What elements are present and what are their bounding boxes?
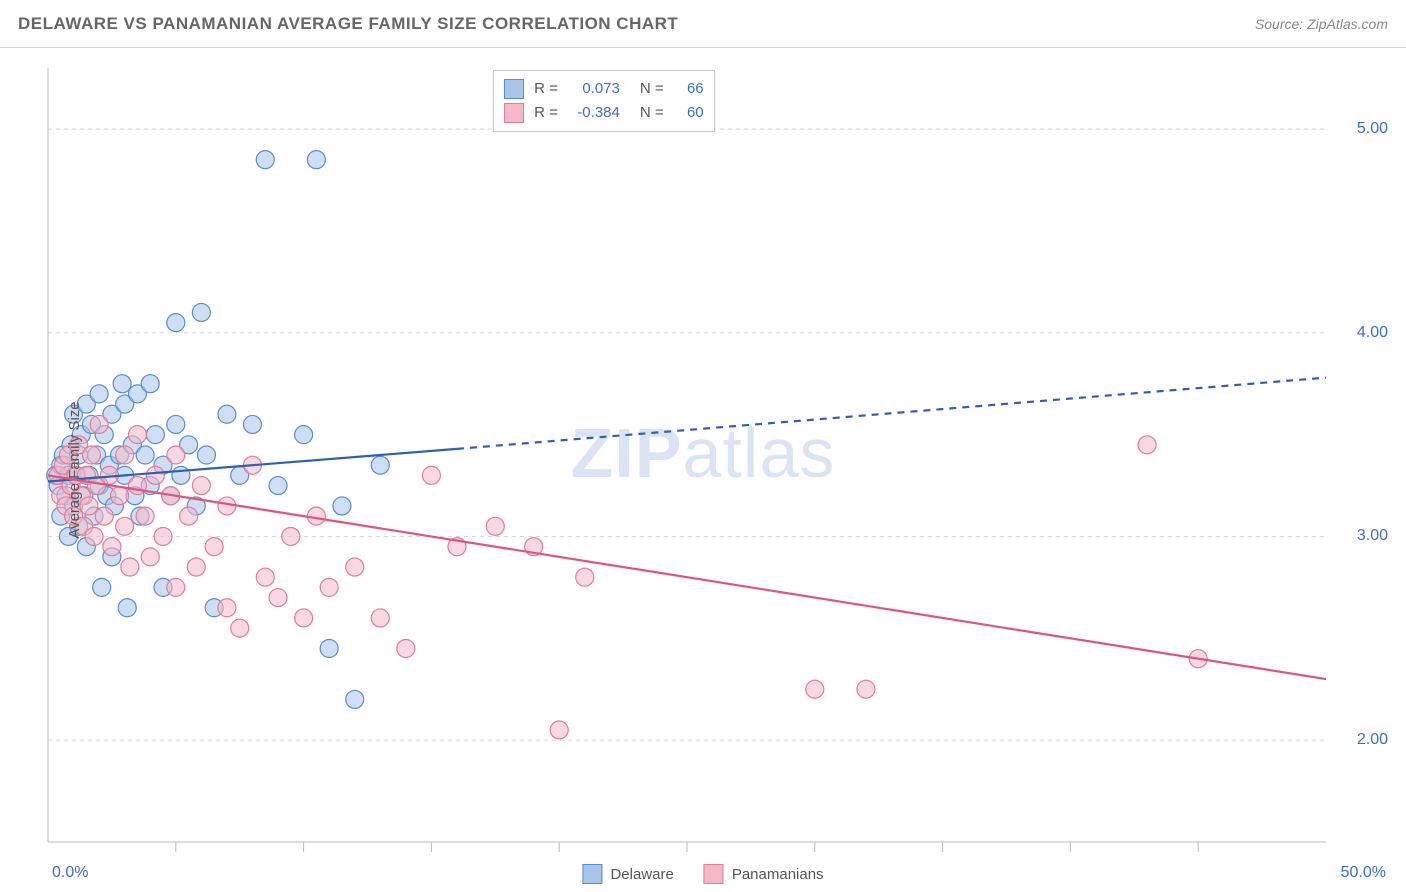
legend-swatch-panamanians — [704, 864, 724, 884]
legend-item-panamanians: Panamanians — [704, 864, 824, 884]
legend-item-delaware: Delaware — [582, 864, 673, 884]
legend-label-delaware: Delaware — [610, 866, 673, 883]
stat-swatch — [504, 103, 524, 123]
y-tick-label: 2.00 — [1357, 731, 1388, 749]
y-axis-label: Average Family Size — [66, 401, 83, 538]
series-legend: Delaware Panamanians — [582, 864, 823, 884]
stat-swatch — [504, 79, 524, 99]
stat-legend-row: R =0.073N =66 — [504, 77, 704, 101]
y-tick-label: 5.00 — [1357, 120, 1388, 138]
plot-area: ZIPatlas Average Family Size 0.0% 50.0% … — [0, 48, 1406, 892]
x-axis-max-label: 50.0% — [1341, 864, 1386, 882]
y-tick-label: 3.00 — [1357, 527, 1388, 545]
chart-title: DELAWARE VS PANAMANIAN AVERAGE FAMILY SI… — [18, 14, 678, 34]
x-axis-min-label: 0.0% — [52, 864, 88, 882]
stat-legend-row: R =-0.384N =60 — [504, 101, 704, 125]
chart-container: DELAWARE VS PANAMANIAN AVERAGE FAMILY SI… — [0, 0, 1406, 892]
correlation-legend: R =0.073N =66R =-0.384N =60 — [493, 70, 715, 132]
chart-svg — [0, 48, 1406, 892]
legend-label-panamanians: Panamanians — [732, 866, 824, 883]
y-tick-label: 4.00 — [1357, 324, 1388, 342]
header: DELAWARE VS PANAMANIAN AVERAGE FAMILY SI… — [0, 0, 1406, 48]
source-attribution: Source: ZipAtlas.com — [1255, 16, 1388, 32]
legend-swatch-delaware — [582, 864, 602, 884]
